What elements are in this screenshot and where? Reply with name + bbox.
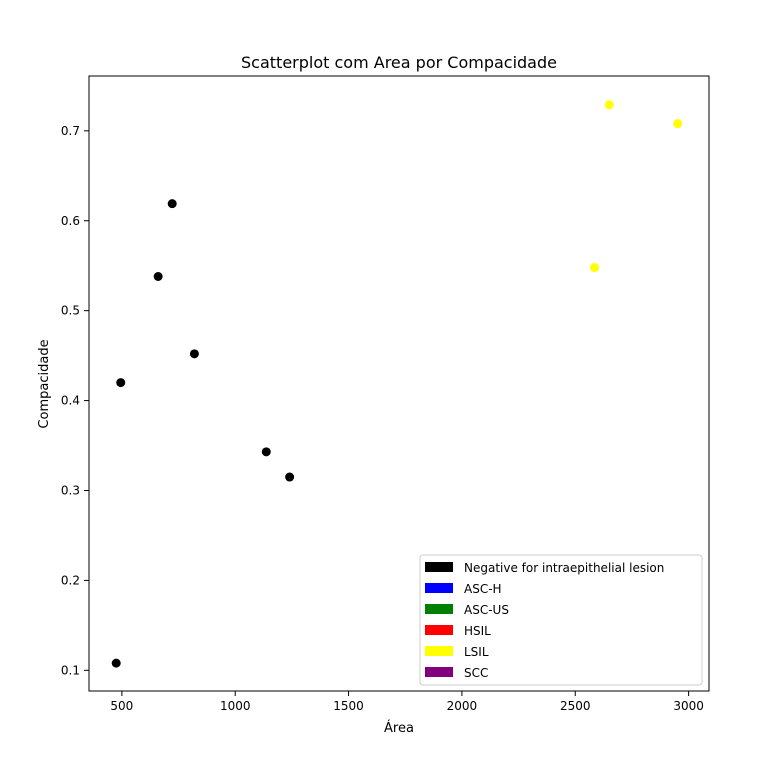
legend-box (419, 554, 703, 686)
y-tick-label: 0.6 (61, 214, 80, 228)
data-point (590, 263, 600, 273)
data-point (673, 119, 683, 129)
x-tick-label: 3000 (673, 699, 704, 713)
y-tick-label: 0.4 (61, 394, 80, 408)
legend-swatch (425, 583, 453, 593)
y-axis-label: Compacidade (37, 339, 52, 428)
x-tick-label: 500 (110, 699, 133, 713)
plot-area (88, 75, 710, 692)
data-point (167, 199, 177, 209)
legend-swatch (425, 646, 453, 656)
legend-label: LSIL (464, 645, 489, 659)
legend-label: Negative for intraepithelial lesion (464, 561, 664, 575)
x-tick-label: 1500 (333, 699, 364, 713)
data-point (116, 378, 126, 388)
y-tick-label: 0.7 (61, 124, 80, 138)
legend-label: HSIL (464, 624, 491, 638)
legend-swatch (425, 667, 453, 677)
legend-swatch (425, 625, 453, 635)
data-point (189, 349, 199, 359)
legend-swatch (425, 604, 453, 614)
chart-title: Scatterplot com Area por Compacidade (241, 53, 557, 72)
data-point (285, 472, 295, 482)
y-tick-label: 0.3 (61, 483, 80, 497)
x-axis-label: Área (384, 720, 414, 736)
y-tick-label: 0.2 (61, 573, 80, 587)
data-point (153, 272, 163, 282)
y-tick-label: 0.1 (61, 663, 80, 677)
legend-label: SCC (464, 666, 488, 680)
data-points (111, 100, 683, 668)
legend-swatch (425, 562, 453, 572)
y-tick-label: 0.5 (61, 304, 80, 318)
legend-label: ASC-H (464, 582, 502, 596)
legend: Negative for intraepithelial lesion ASC-H… (419, 554, 703, 686)
x-tick-label: 2000 (447, 699, 478, 713)
y-axis: 0.1 0.2 0.3 0.4 0.5 0.6 0.7 (61, 124, 89, 677)
x-tick-label: 2500 (560, 699, 591, 713)
legend-label: ASC-US (464, 603, 509, 617)
x-axis: 500 1000 1500 2000 2500 3000 (110, 691, 704, 713)
x-tick-label: 1000 (220, 699, 251, 713)
data-point (604, 100, 614, 110)
data-point (111, 658, 121, 668)
data-point (261, 447, 271, 457)
